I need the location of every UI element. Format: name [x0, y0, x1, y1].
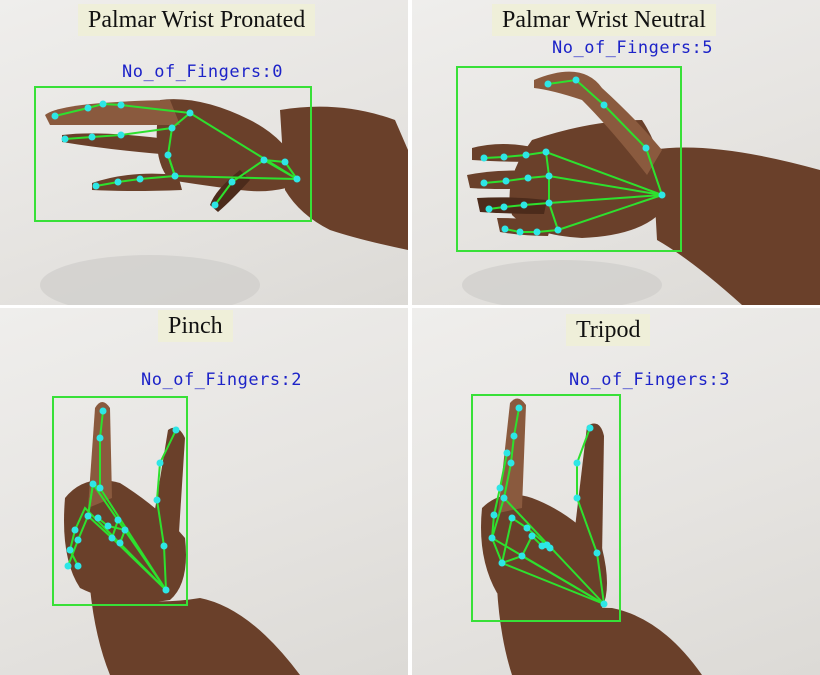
landmark-points	[480, 76, 666, 236]
detection-bounding-box	[34, 86, 312, 222]
finger-count-label: No_of_Fingers:5	[552, 38, 714, 58]
finger-count-label: No_of_Fingers:2	[141, 370, 303, 390]
detection-bounding-box	[456, 66, 682, 252]
hand-image-tripod	[481, 398, 702, 675]
landmark-points	[51, 100, 301, 209]
panel-title: Palmar Wrist Pronated	[78, 4, 316, 36]
detection-bounding-box	[52, 396, 188, 606]
hand-image-neutral	[462, 71, 820, 305]
panel-title: Palmar Wrist Neutral	[492, 4, 716, 36]
finger-count-label: No_of_Fingers:3	[569, 370, 731, 390]
landmark-points	[488, 404, 608, 608]
finger-count-label: No_of_Fingers:0	[122, 62, 284, 82]
panel-palmar-wrist-pronated: Palmar Wrist Pronated No_of_Fingers:0	[0, 0, 408, 305]
panel-tripod: Tripod No_of_Fingers:3	[412, 308, 820, 675]
panel-palmar-wrist-neutral: Palmar Wrist Neutral No_of_Fingers:5	[412, 0, 820, 305]
panel-title: Pinch	[158, 310, 233, 342]
landmark-points	[64, 407, 180, 594]
hand-image-pronated	[40, 99, 408, 305]
hand-image-pinch	[64, 402, 300, 675]
panel-title: Tripod	[566, 314, 651, 346]
detection-bounding-box	[471, 394, 621, 622]
panel-pinch: Pinch No_of_Fingers:2	[0, 308, 408, 675]
